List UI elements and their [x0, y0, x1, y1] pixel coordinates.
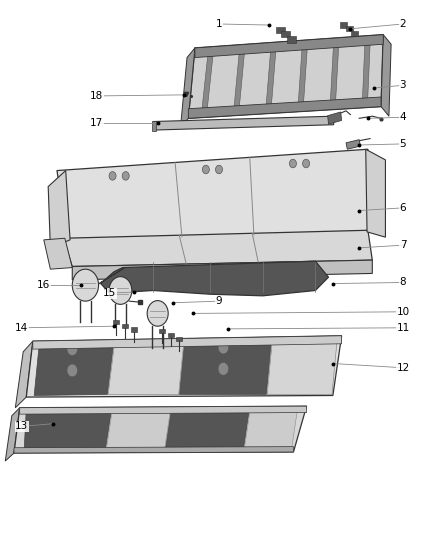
- Circle shape: [218, 341, 229, 354]
- Polygon shape: [346, 26, 353, 31]
- Text: 17: 17: [90, 118, 103, 127]
- Text: 12: 12: [396, 363, 410, 373]
- Polygon shape: [180, 48, 195, 128]
- Polygon shape: [152, 121, 156, 131]
- Polygon shape: [14, 447, 293, 453]
- Polygon shape: [328, 112, 342, 124]
- Polygon shape: [33, 336, 342, 349]
- Polygon shape: [48, 171, 70, 248]
- Polygon shape: [153, 116, 334, 130]
- Polygon shape: [44, 238, 72, 269]
- Circle shape: [72, 269, 99, 301]
- Polygon shape: [346, 140, 360, 149]
- Circle shape: [109, 172, 116, 180]
- Polygon shape: [108, 340, 184, 394]
- Circle shape: [147, 301, 168, 326]
- Polygon shape: [351, 31, 358, 36]
- Polygon shape: [234, 51, 244, 109]
- Text: 13: 13: [15, 422, 28, 431]
- Polygon shape: [266, 49, 276, 107]
- Polygon shape: [72, 260, 372, 280]
- Circle shape: [290, 159, 297, 168]
- Text: 8: 8: [399, 278, 406, 287]
- Polygon shape: [244, 407, 298, 451]
- Polygon shape: [330, 44, 339, 103]
- Polygon shape: [362, 42, 370, 101]
- Circle shape: [109, 277, 132, 304]
- Text: 9: 9: [215, 296, 223, 306]
- Text: 16: 16: [37, 280, 50, 290]
- Polygon shape: [26, 336, 342, 397]
- Text: 11: 11: [396, 323, 410, 333]
- Circle shape: [215, 165, 223, 174]
- Polygon shape: [195, 35, 383, 58]
- Text: 18: 18: [90, 91, 103, 101]
- Polygon shape: [340, 22, 347, 28]
- Text: 3: 3: [399, 80, 406, 90]
- Polygon shape: [106, 408, 171, 451]
- Polygon shape: [202, 53, 213, 111]
- Text: 1: 1: [215, 19, 223, 29]
- Polygon shape: [57, 149, 368, 240]
- Polygon shape: [122, 324, 128, 328]
- Circle shape: [202, 165, 209, 174]
- Polygon shape: [101, 261, 328, 296]
- Circle shape: [122, 172, 129, 180]
- Polygon shape: [298, 46, 307, 105]
- Circle shape: [303, 159, 310, 168]
- Circle shape: [67, 343, 78, 356]
- Polygon shape: [366, 149, 385, 237]
- Text: 10: 10: [396, 307, 410, 317]
- Polygon shape: [176, 337, 182, 341]
- Polygon shape: [165, 407, 250, 451]
- Polygon shape: [168, 333, 174, 337]
- Polygon shape: [180, 339, 272, 394]
- Text: 15: 15: [103, 288, 116, 298]
- Polygon shape: [64, 230, 372, 266]
- Polygon shape: [281, 31, 290, 37]
- Text: 2: 2: [399, 19, 406, 29]
- Polygon shape: [287, 36, 296, 43]
- Polygon shape: [381, 35, 391, 116]
- Polygon shape: [14, 406, 307, 453]
- Circle shape: [67, 364, 78, 377]
- Text: 7: 7: [399, 240, 406, 250]
- Polygon shape: [276, 27, 285, 33]
- Text: 4: 4: [399, 112, 406, 122]
- Polygon shape: [20, 406, 307, 414]
- Text: 6: 6: [399, 203, 406, 213]
- Polygon shape: [94, 268, 125, 287]
- Text: 5: 5: [399, 139, 406, 149]
- Text: 14: 14: [15, 323, 28, 333]
- Polygon shape: [113, 320, 119, 324]
- Polygon shape: [5, 408, 20, 461]
- Circle shape: [218, 362, 229, 375]
- Polygon shape: [159, 329, 165, 333]
- Polygon shape: [131, 327, 137, 332]
- Polygon shape: [15, 341, 33, 408]
- Polygon shape: [24, 408, 112, 451]
- Polygon shape: [267, 338, 337, 394]
- Polygon shape: [34, 341, 114, 395]
- Polygon shape: [188, 97, 381, 118]
- Polygon shape: [188, 35, 383, 118]
